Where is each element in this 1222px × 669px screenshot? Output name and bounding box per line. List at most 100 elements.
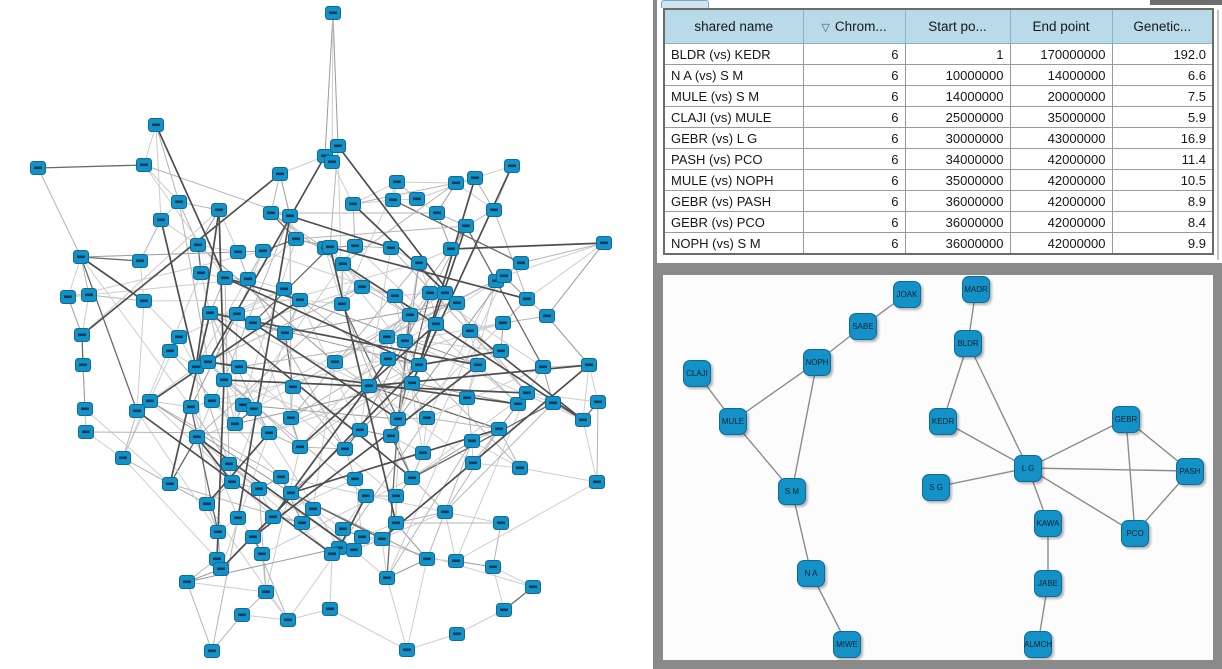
table-cell[interactable]: 20000000 bbox=[1009, 85, 1113, 107]
table-row[interactable]: NOPH (vs) S M 6 36000000 42000000 9.9 bbox=[663, 232, 1214, 255]
network-node[interactable] bbox=[75, 358, 91, 372]
network-node[interactable] bbox=[230, 511, 246, 525]
network-node[interactable] bbox=[204, 644, 220, 658]
table-cell[interactable]: 8.4 bbox=[1111, 211, 1214, 233]
network-node[interactable] bbox=[217, 271, 233, 285]
network-node[interactable] bbox=[148, 118, 164, 132]
network-node[interactable] bbox=[153, 213, 169, 227]
network-node[interactable] bbox=[189, 430, 205, 444]
network-node[interactable] bbox=[162, 344, 178, 358]
network-node[interactable] bbox=[437, 505, 453, 519]
network-node[interactable] bbox=[200, 355, 216, 369]
network-node[interactable] bbox=[74, 328, 90, 342]
network-node[interactable] bbox=[496, 269, 512, 283]
network-node[interactable] bbox=[596, 236, 612, 250]
table-cell[interactable]: 6 bbox=[802, 169, 906, 191]
table-cell[interactable]: 6 bbox=[802, 43, 906, 65]
network-node[interactable] bbox=[448, 176, 464, 190]
network-node[interactable] bbox=[136, 294, 152, 308]
node-SM[interactable]: S M bbox=[778, 477, 806, 505]
network-node[interactable] bbox=[251, 482, 267, 496]
network-node[interactable] bbox=[288, 232, 304, 246]
table-cell[interactable]: 5.9 bbox=[1111, 106, 1214, 128]
network-node[interactable] bbox=[383, 429, 399, 443]
table-cell[interactable]: BLDR (vs) KEDR bbox=[663, 43, 804, 65]
column-header-0[interactable]: shared name bbox=[663, 8, 804, 44]
network-node[interactable] bbox=[374, 532, 390, 546]
network-node[interactable] bbox=[345, 197, 361, 211]
network-node[interactable] bbox=[285, 380, 301, 394]
network-node[interactable] bbox=[354, 280, 370, 294]
network-node[interactable] bbox=[402, 308, 418, 322]
table-cell[interactable]: GEBR (vs) PASH bbox=[663, 190, 804, 212]
network-node[interactable] bbox=[443, 242, 459, 256]
network-node[interactable] bbox=[162, 477, 178, 491]
network-node[interactable] bbox=[202, 306, 218, 320]
network-node[interactable] bbox=[30, 161, 46, 175]
node-MULE[interactable]: MULE bbox=[719, 407, 747, 435]
network-node[interactable] bbox=[352, 423, 368, 437]
network-node[interactable] bbox=[575, 413, 591, 427]
network-node[interactable] bbox=[73, 250, 89, 264]
network-node[interactable] bbox=[449, 627, 465, 641]
network-node[interactable] bbox=[132, 254, 148, 268]
network-node[interactable] bbox=[199, 497, 215, 511]
network-node[interactable] bbox=[428, 317, 444, 331]
table-cell[interactable]: 36000000 bbox=[904, 232, 1011, 255]
network-node[interactable] bbox=[419, 411, 435, 425]
table-cell[interactable]: 7.5 bbox=[1111, 85, 1214, 107]
node-JOAK[interactable]: JOAK bbox=[893, 280, 921, 308]
network-node[interactable] bbox=[379, 330, 395, 344]
network-node[interactable] bbox=[510, 397, 526, 411]
network-node[interactable] bbox=[448, 554, 464, 568]
table-row[interactable]: MULE (vs) S M 6 14000000 20000000 7.5 bbox=[663, 85, 1214, 107]
table-cell[interactable]: 43000000 bbox=[1009, 127, 1113, 149]
network-node[interactable] bbox=[465, 456, 481, 470]
network-node[interactable] bbox=[389, 175, 405, 189]
table-cell[interactable]: GEBR (vs) L G bbox=[663, 127, 804, 149]
network-node[interactable] bbox=[388, 516, 404, 530]
network-node[interactable] bbox=[129, 404, 145, 418]
network-node[interactable] bbox=[277, 326, 293, 340]
network-node[interactable] bbox=[77, 402, 93, 416]
network-node[interactable] bbox=[385, 193, 401, 207]
network-node[interactable] bbox=[485, 560, 501, 574]
table-cell[interactable]: 1 bbox=[904, 43, 1011, 65]
network-node[interactable] bbox=[292, 440, 308, 454]
network-node[interactable] bbox=[493, 344, 509, 358]
node-JABE[interactable]: JABE bbox=[1034, 569, 1062, 597]
network-node[interactable] bbox=[240, 272, 256, 286]
network-node[interactable] bbox=[254, 547, 270, 561]
network-node[interactable] bbox=[204, 394, 220, 408]
network-node[interactable] bbox=[142, 394, 158, 408]
network-node[interactable] bbox=[419, 552, 435, 566]
network-node[interactable] bbox=[458, 219, 474, 233]
network-node[interactable] bbox=[388, 489, 404, 503]
network-node[interactable] bbox=[283, 411, 299, 425]
node-MADR[interactable]: MADR bbox=[962, 275, 990, 303]
network-node[interactable] bbox=[263, 206, 279, 220]
network-node[interactable] bbox=[459, 391, 475, 405]
network-node[interactable] bbox=[224, 475, 240, 489]
network-node[interactable] bbox=[525, 580, 541, 594]
network-node[interactable] bbox=[581, 358, 597, 372]
table-row[interactable]: CLAJI (vs) MULE 6 25000000 35000000 5.9 bbox=[663, 106, 1214, 128]
network-node[interactable] bbox=[404, 376, 420, 390]
network-node[interactable] bbox=[324, 547, 340, 561]
network-node[interactable] bbox=[470, 358, 486, 372]
table-cell[interactable]: 6 bbox=[802, 85, 906, 107]
table-cell[interactable]: 14000000 bbox=[904, 85, 1011, 107]
network-node[interactable] bbox=[404, 471, 420, 485]
network-node[interactable] bbox=[335, 257, 351, 271]
table-cell[interactable]: 30000000 bbox=[904, 127, 1011, 149]
table-row[interactable]: BLDR (vs) KEDR 6 1 170000000 192.0 bbox=[663, 43, 1214, 65]
network-node[interactable] bbox=[325, 6, 341, 20]
network-node[interactable] bbox=[231, 360, 247, 374]
filter-icon[interactable]: ▽ bbox=[821, 22, 830, 34]
network-node[interactable] bbox=[491, 422, 507, 436]
node-SG[interactable]: S G bbox=[922, 473, 950, 501]
table-row[interactable]: GEBR (vs) L G 6 30000000 43000000 16.9 bbox=[663, 127, 1214, 149]
network-node[interactable] bbox=[258, 585, 274, 599]
network-node[interactable] bbox=[539, 309, 555, 323]
network-node[interactable] bbox=[188, 360, 204, 374]
